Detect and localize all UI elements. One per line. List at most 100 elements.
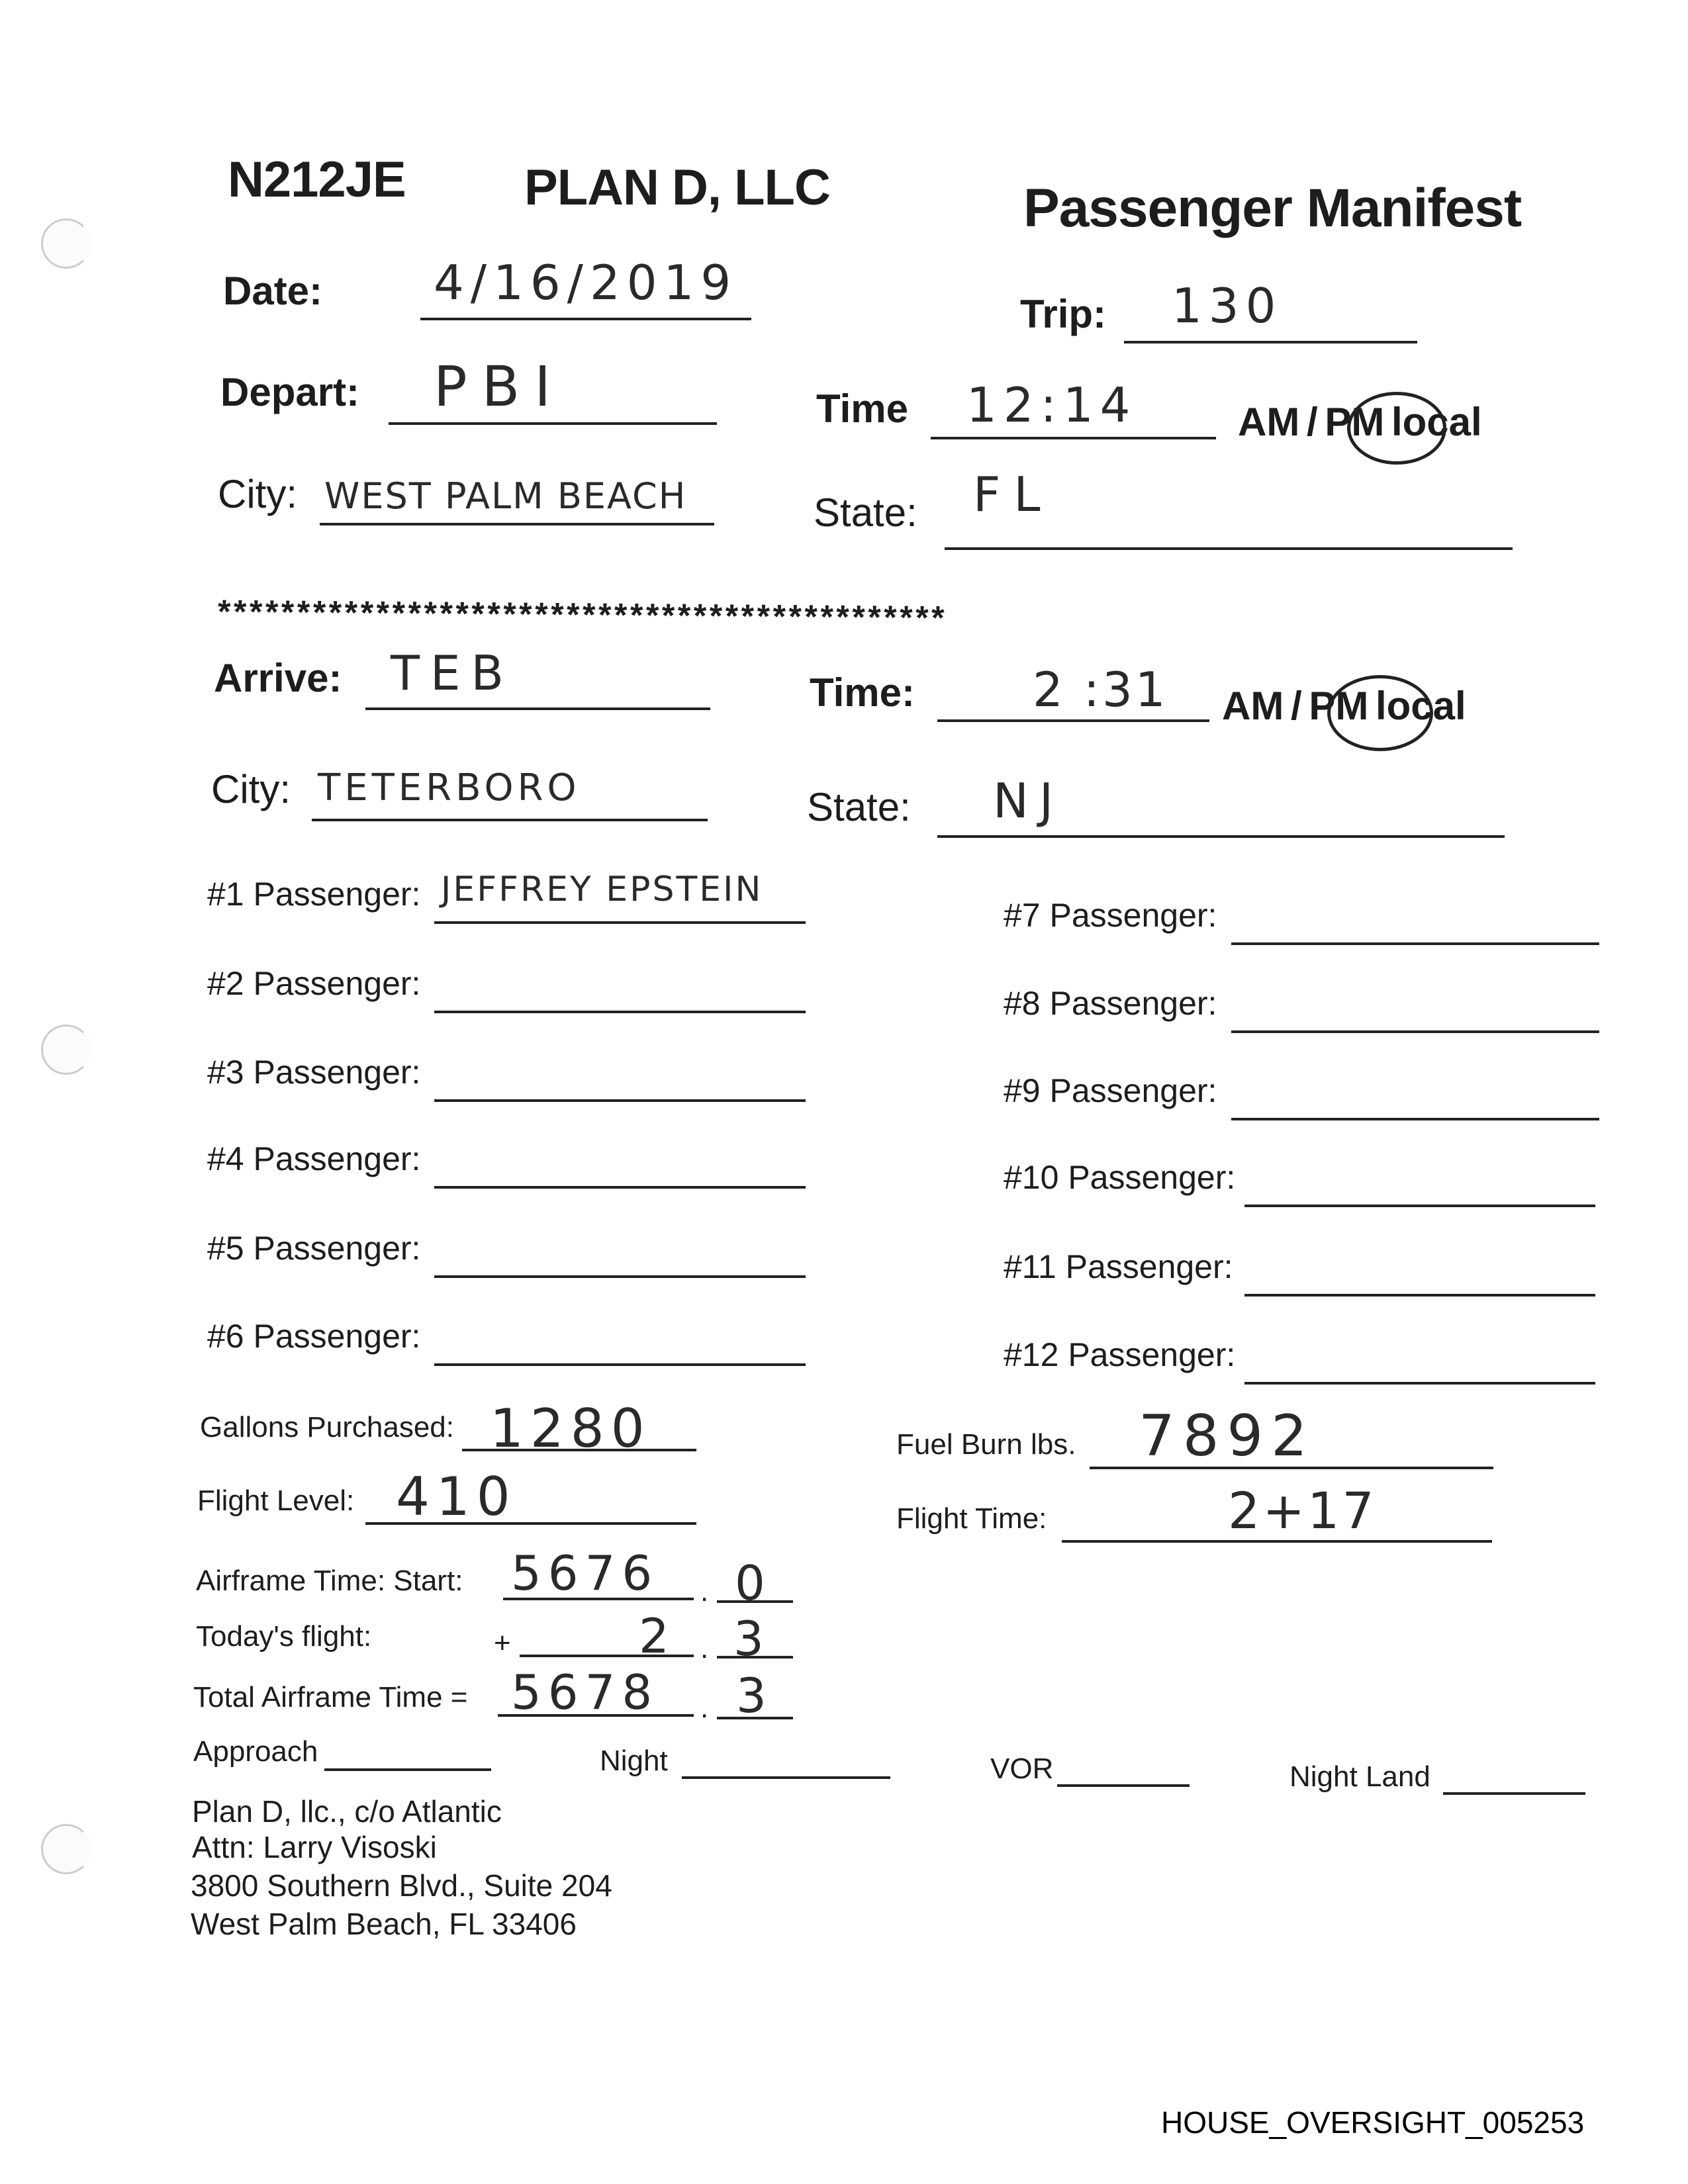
arrive-city-value: TETERBORO bbox=[318, 766, 581, 809]
fuel-burn-line bbox=[1090, 1467, 1493, 1469]
total-airframe-line bbox=[498, 1714, 694, 1717]
passenger-label: #3 Passenger: bbox=[207, 1054, 421, 1091]
arrive-state-line bbox=[937, 835, 1505, 838]
airframe-start-tenth-line bbox=[717, 1600, 793, 1603]
fuel-burn-value: 7892 bbox=[1139, 1403, 1315, 1469]
depart-line bbox=[389, 422, 717, 425]
flight-level-value: 410 bbox=[396, 1466, 517, 1527]
depart-value: PBI bbox=[434, 354, 566, 419]
passenger-label: #11 Passenger: bbox=[1004, 1248, 1233, 1285]
depart-time-label: Time bbox=[816, 387, 908, 431]
arrive-city-line bbox=[312, 819, 708, 821]
gallons-line bbox=[462, 1449, 696, 1451]
passenger-value: JEFFREY EPSTEIN bbox=[441, 870, 763, 909]
passenger-line bbox=[1231, 942, 1599, 945]
depart-city-value: WEST PALM BEACH bbox=[324, 475, 687, 517]
flight-time-line bbox=[1062, 1540, 1492, 1543]
passenger-line bbox=[1244, 1294, 1595, 1297]
arrive-state-label: State: bbox=[807, 785, 911, 829]
plus-sign: + bbox=[494, 1627, 511, 1659]
passenger-label: #7 Passenger: bbox=[1004, 897, 1217, 934]
depart-label: Depart: bbox=[220, 370, 360, 414]
depart-city-label: City: bbox=[218, 472, 297, 516]
arrive-time-label: Time: bbox=[810, 670, 915, 715]
passenger-line bbox=[434, 1363, 806, 1366]
passenger-line bbox=[434, 1099, 806, 1102]
address-line: 3800 Southern Blvd., Suite 204 bbox=[191, 1868, 612, 1903]
pm-circle bbox=[1327, 675, 1433, 751]
date-line bbox=[420, 318, 751, 320]
night-land-label: Night Land bbox=[1289, 1760, 1430, 1793]
arrive-label: Arrive: bbox=[214, 656, 342, 700]
passenger-label: #6 Passenger: bbox=[207, 1318, 421, 1355]
total-airframe-tenth-line bbox=[717, 1717, 793, 1719]
total-airframe-label: Total Airframe Time = bbox=[193, 1681, 468, 1713]
approach-label: Approach bbox=[193, 1735, 318, 1768]
total-airframe-tenth: 3 bbox=[736, 1668, 773, 1723]
decimal-point: . bbox=[700, 1632, 709, 1664]
arrive-line bbox=[365, 707, 710, 710]
passenger-line bbox=[434, 921, 806, 924]
airframe-start-whole: 5676 bbox=[511, 1545, 659, 1601]
depart-time-line bbox=[931, 437, 1216, 439]
fuel-burn-label: Fuel Burn lbs. bbox=[896, 1428, 1076, 1461]
night-land-line bbox=[1443, 1792, 1585, 1795]
airframe-start-line bbox=[503, 1598, 694, 1600]
passenger-line bbox=[434, 1275, 806, 1278]
airframe-start-label: Airframe Time: Start: bbox=[196, 1565, 463, 1597]
trip-label: Trip: bbox=[1020, 292, 1106, 336]
passenger-line bbox=[1244, 1382, 1595, 1385]
passenger-line bbox=[1244, 1205, 1595, 1207]
flight-level-label: Flight Level: bbox=[197, 1484, 355, 1517]
arrive-time-value: 2 :31 bbox=[1033, 662, 1168, 717]
depart-time-value: 12:14 bbox=[966, 377, 1137, 433]
passenger-label: #5 Passenger: bbox=[207, 1230, 421, 1267]
today-flight-tenth-line bbox=[717, 1656, 793, 1659]
depart-state-value: FL bbox=[973, 467, 1054, 522]
company-name: PLAN D, LLC bbox=[524, 159, 831, 216]
passenger-line bbox=[434, 1011, 806, 1013]
flight-level-line bbox=[365, 1522, 696, 1525]
passenger-line bbox=[434, 1186, 806, 1189]
night-line bbox=[682, 1776, 890, 1779]
approach-line bbox=[324, 1768, 491, 1771]
punch-hole bbox=[41, 1024, 91, 1075]
punch-hole bbox=[41, 1824, 91, 1874]
trip-value: 130 bbox=[1172, 278, 1283, 334]
total-airframe-whole: 5678 bbox=[511, 1664, 659, 1720]
flight-time-value: 2+17 bbox=[1228, 1481, 1377, 1540]
today-flight-line bbox=[520, 1655, 694, 1657]
bates-number: HOUSE_OVERSIGHT_005253 bbox=[1161, 2105, 1585, 2140]
decimal-point: . bbox=[700, 1692, 709, 1724]
vor-label: VOR bbox=[990, 1752, 1054, 1785]
separator-stars: ****************************************… bbox=[217, 593, 948, 637]
today-flight-label: Today's flight: bbox=[196, 1620, 372, 1653]
depart-state-label: State: bbox=[814, 490, 917, 535]
depart-state-line bbox=[945, 547, 1513, 550]
passenger-line bbox=[1231, 1118, 1599, 1120]
passenger-label: #9 Passenger: bbox=[1004, 1072, 1217, 1109]
flight-time-label: Flight Time: bbox=[896, 1502, 1047, 1535]
gallons-label: Gallons Purchased: bbox=[200, 1411, 454, 1443]
pm-circle bbox=[1347, 392, 1446, 465]
night-label: Night bbox=[600, 1745, 668, 1777]
depart-city-line bbox=[320, 523, 714, 525]
passenger-line bbox=[1231, 1030, 1599, 1033]
arrive-value: TEB bbox=[391, 645, 514, 701]
address-line: Attn: Larry Visoski bbox=[192, 1830, 437, 1864]
passenger-label: #1 Passenger: bbox=[207, 876, 421, 913]
arrive-state-value: NJ bbox=[993, 773, 1064, 829]
passenger-label: #12 Passenger: bbox=[1004, 1336, 1236, 1373]
passenger-label: #4 Passenger: bbox=[207, 1140, 421, 1177]
address-line: Plan D, llc., c/o Atlantic bbox=[192, 1794, 502, 1829]
date-value: 4/16/2019 bbox=[434, 255, 738, 310]
date-label: Date: bbox=[223, 269, 323, 313]
passenger-label: #2 Passenger: bbox=[207, 965, 421, 1002]
trip-line bbox=[1124, 341, 1417, 343]
passenger-label: #8 Passenger: bbox=[1004, 985, 1217, 1022]
arrive-time-line bbox=[937, 719, 1209, 722]
page-title: Passenger Manifest bbox=[1023, 178, 1522, 238]
punch-hole bbox=[41, 218, 91, 269]
address-line: West Palm Beach, FL 33406 bbox=[191, 1907, 577, 1941]
tail-number: N212JE bbox=[228, 152, 406, 208]
